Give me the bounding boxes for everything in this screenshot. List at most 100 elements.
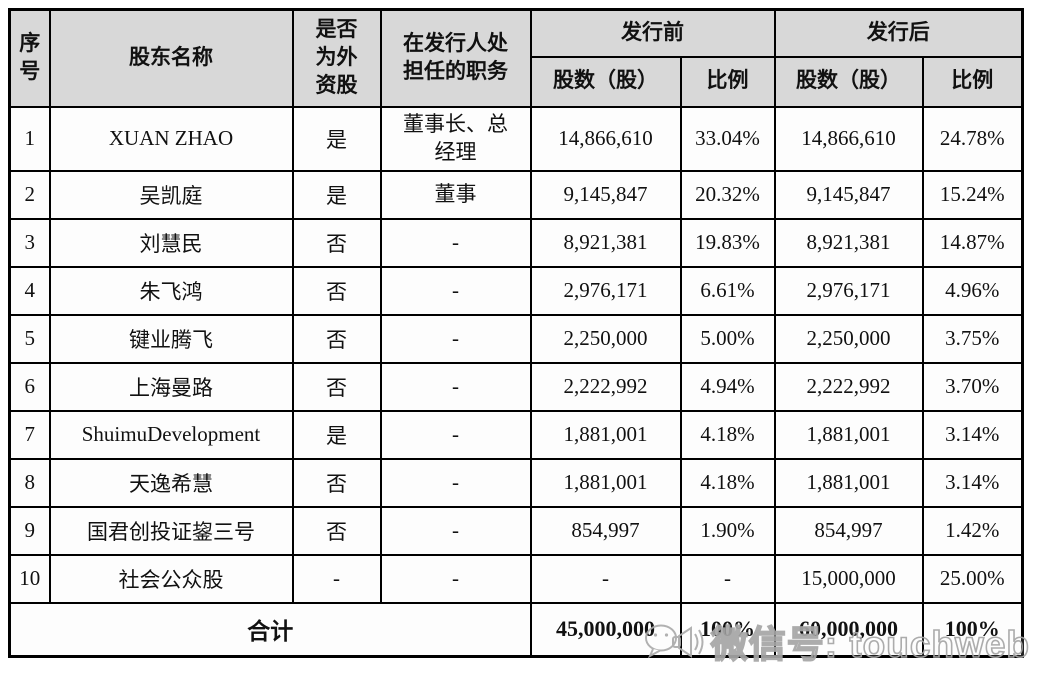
header-row-sub: 股数（股） 比例 股数（股） 比例: [10, 55, 1024, 108]
cell-row-number: 3: [8, 217, 51, 268]
cell-foreign-share: -: [291, 553, 382, 604]
cell-row-number: 1: [8, 105, 51, 172]
cell-before-ratio: 4.18%: [679, 457, 776, 508]
cell-before-shares: 2,222,992: [529, 361, 682, 412]
total-after-shares: 60,000,000: [773, 601, 924, 658]
cell-after-shares: 854,997: [773, 505, 924, 556]
header-row-groups: 序号 股东名称 是否 为外 资股 在发行人处 担任的职务 发行前 发行后: [8, 8, 1024, 108]
cell-before-ratio: 1.90%: [679, 505, 776, 556]
table-body: 1 XUAN ZHAO 是 董事长、总 经理 14,866,610 33.04%…: [8, 105, 1024, 604]
table-row: 9 国君创投证鋆三号 否 - 854,997 1.90% 854,997 1.4…: [8, 505, 1024, 556]
cell-foreign-share: 否: [291, 265, 382, 316]
table-row: 3 刘慧民 否 - 8,921,381 19.83% 8,921,381 14.…: [8, 217, 1024, 268]
cell-before-ratio: 4.94%: [679, 361, 776, 412]
cell-row-number: 10: [8, 553, 51, 604]
cell-before-shares: 2,976,171: [529, 265, 682, 316]
total-label: 合计: [8, 601, 532, 658]
cell-shareholder-name: 键业腾飞: [48, 313, 294, 364]
cell-after-shares: 2,250,000: [773, 313, 924, 364]
header-before-ratio: 比例: [679, 55, 776, 108]
cell-foreign-share: 否: [291, 457, 382, 508]
cell-before-shares: 1,881,001: [529, 457, 682, 508]
cell-row-number: 6: [8, 361, 51, 412]
total-before-ratio: 100%: [679, 601, 776, 658]
header-row-number: 序号: [8, 8, 51, 108]
cell-shareholder-name: 上海曼路: [48, 361, 294, 412]
cell-after-ratio: 24.78%: [921, 105, 1024, 172]
cell-after-shares: 8,921,381: [773, 217, 924, 268]
cell-after-shares: 2,976,171: [773, 265, 924, 316]
cell-after-ratio: 25.00%: [921, 553, 1024, 604]
cell-after-ratio: 4.96%: [921, 265, 1024, 316]
cell-before-shares: 854,997: [529, 505, 682, 556]
cell-position: -: [379, 217, 532, 268]
cell-foreign-share: 是: [291, 105, 382, 172]
cell-position: 董事: [379, 169, 532, 220]
cell-position: -: [379, 505, 532, 556]
cell-after-shares: 2,222,992: [773, 361, 924, 412]
cell-shareholder-name: ShuimuDevelopment: [48, 409, 294, 460]
cell-after-ratio: 3.14%: [921, 457, 1024, 508]
cell-row-number: 9: [8, 505, 51, 556]
cell-foreign-share: 否: [291, 313, 382, 364]
table-row: 5 键业腾飞 否 - 2,250,000 5.00% 2,250,000 3.7…: [8, 313, 1024, 364]
cell-after-ratio: 14.87%: [921, 217, 1024, 268]
cell-shareholder-name: XUAN ZHAO: [48, 105, 294, 172]
header-position: 在发行人处 担任的职务: [379, 8, 532, 108]
cell-before-ratio: 4.18%: [679, 409, 776, 460]
header-after-shares: 股数（股）: [773, 55, 924, 108]
cell-position: 董事长、总 经理: [379, 105, 532, 172]
cell-after-shares: 14,866,610: [773, 105, 924, 172]
cell-before-ratio: 5.00%: [679, 313, 776, 364]
cell-before-shares: 2,250,000: [529, 313, 682, 364]
cell-position: -: [379, 361, 532, 412]
cell-before-shares: -: [529, 553, 682, 604]
cell-before-ratio: 20.32%: [679, 169, 776, 220]
header-group-before-issue: 发行前: [529, 8, 776, 58]
cell-shareholder-name: 刘慧民: [48, 217, 294, 268]
cell-position: -: [379, 553, 532, 604]
cell-shareholder-name: 天逸希慧: [48, 457, 294, 508]
cell-row-number: 7: [8, 409, 51, 460]
cell-before-shares: 9,145,847: [529, 169, 682, 220]
total-row: 合计 45,000,000 100% 60,000,000 100%: [8, 601, 1024, 658]
cell-before-shares: 8,921,381: [529, 217, 682, 268]
cell-foreign-share: 是: [291, 409, 382, 460]
header-before-shares: 股数（股）: [529, 55, 682, 108]
cell-after-shares: 1,881,001: [773, 409, 924, 460]
table-header: 序号 股东名称 是否 为外 资股 在发行人处 担任的职务 发行前 发行后 股数（…: [8, 8, 1024, 108]
table-row: 8 天逸希慧 否 - 1,881,001 4.18% 1,881,001 3.1…: [8, 457, 1024, 508]
cell-position: -: [379, 313, 532, 364]
table-row: 2 吴凯庭 是 董事 9,145,847 20.32% 9,145,847 15…: [8, 169, 1024, 220]
cell-after-shares: 9,145,847: [773, 169, 924, 220]
cell-shareholder-name: 朱飞鸿: [48, 265, 294, 316]
header-shareholder-name: 股东名称: [48, 8, 294, 108]
table-row: 4 朱飞鸿 否 - 2,976,171 6.61% 2,976,171 4.96…: [8, 265, 1024, 316]
table-row: 10 社会公众股 - - - - 15,000,000 25.00%: [8, 553, 1024, 604]
cell-row-number: 2: [8, 169, 51, 220]
shareholder-table: 序号 股东名称 是否 为外 资股 在发行人处 担任的职务 发行前 发行后 股数（…: [8, 8, 1024, 658]
cell-position: -: [379, 457, 532, 508]
cell-after-shares: 15,000,000: [773, 553, 924, 604]
header-foreign-share: 是否 为外 资股: [291, 8, 382, 108]
cell-after-ratio: 1.42%: [921, 505, 1024, 556]
cell-after-shares: 1,881,001: [773, 457, 924, 508]
cell-before-ratio: 33.04%: [679, 105, 776, 172]
cell-before-ratio: 6.61%: [679, 265, 776, 316]
cell-after-ratio: 15.24%: [921, 169, 1024, 220]
cell-after-ratio: 3.75%: [921, 313, 1024, 364]
cell-position: -: [379, 265, 532, 316]
cell-foreign-share: 否: [291, 361, 382, 412]
cell-row-number: 4: [8, 265, 51, 316]
cell-foreign-share: 否: [291, 217, 382, 268]
table-row: 1 XUAN ZHAO 是 董事长、总 经理 14,866,610 33.04%…: [8, 105, 1024, 172]
total-after-ratio: 100%: [921, 601, 1024, 658]
cell-shareholder-name: 吴凯庭: [48, 169, 294, 220]
cell-before-ratio: -: [679, 553, 776, 604]
header-group-after-issue: 发行后: [773, 8, 1024, 58]
cell-foreign-share: 是: [291, 169, 382, 220]
cell-before-ratio: 19.83%: [679, 217, 776, 268]
cell-row-number: 5: [8, 313, 51, 364]
cell-shareholder-name: 国君创投证鋆三号: [48, 505, 294, 556]
table-row: 6 上海曼路 否 - 2,222,992 4.94% 2,222,992 3.7…: [8, 361, 1024, 412]
